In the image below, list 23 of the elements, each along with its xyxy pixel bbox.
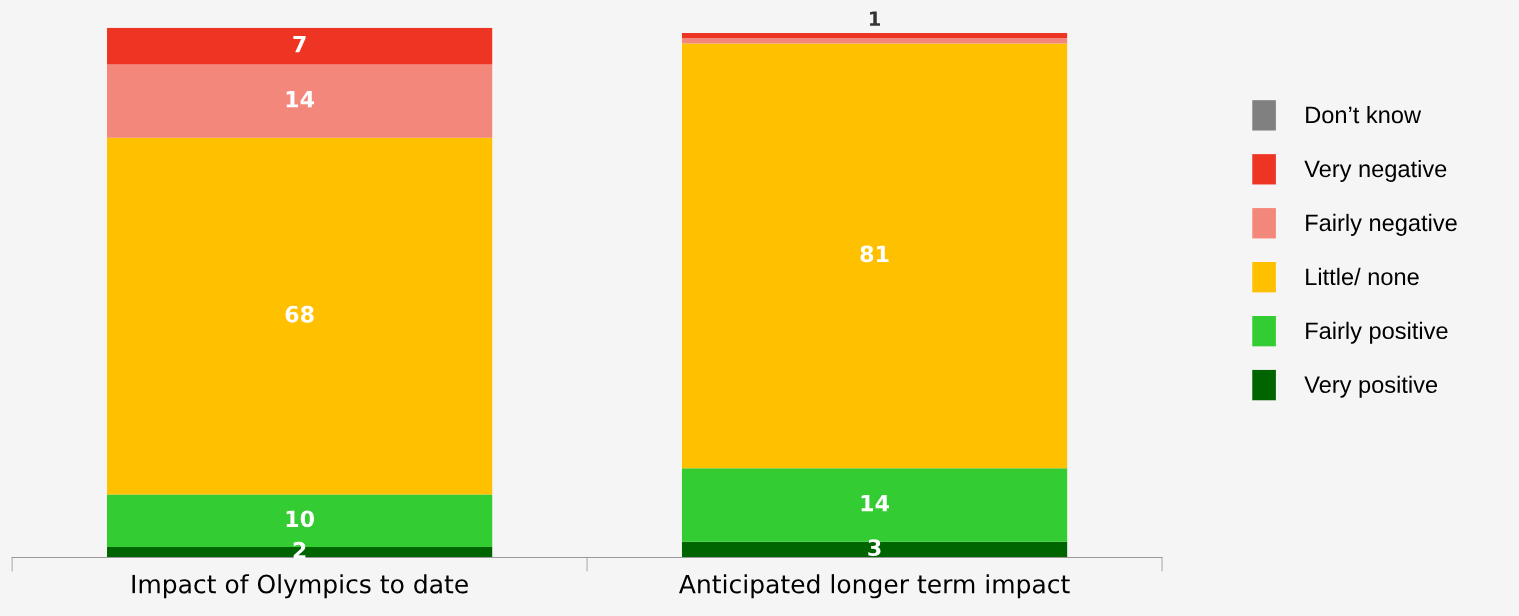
data-label: 14: [286, 91, 315, 108]
data-label: 2: [293, 541, 306, 559]
legend-label: Little/ none: [1306, 267, 1419, 286]
legend-label: Very negative: [1304, 159, 1447, 182]
bar: [681, 541, 1068, 558]
data-label: 3: [868, 539, 881, 557]
legend-label: Very positive: [1304, 375, 1438, 398]
bar: [681, 32, 1068, 39]
data-label: 68: [285, 305, 314, 323]
x-tick-label: Impact of Olympics to date: [132, 574, 468, 599]
data-label: 7: [293, 36, 306, 53]
bar: [107, 64, 493, 138]
data-label: 1: [869, 11, 880, 26]
legend-label: Fairly negative: [1306, 213, 1457, 236]
data-label: 14: [861, 494, 890, 512]
bar: [107, 27, 493, 65]
bar: [107, 137, 493, 495]
legend-label: Don’t know: [1306, 105, 1422, 124]
x-tick-label: Anticipated longer term impact: [679, 574, 1070, 599]
legend-label: Fairly positive: [1306, 321, 1448, 344]
data-label: 81: [860, 245, 889, 263]
bar: [681, 38, 1068, 44]
data-label: 10: [286, 510, 315, 528]
